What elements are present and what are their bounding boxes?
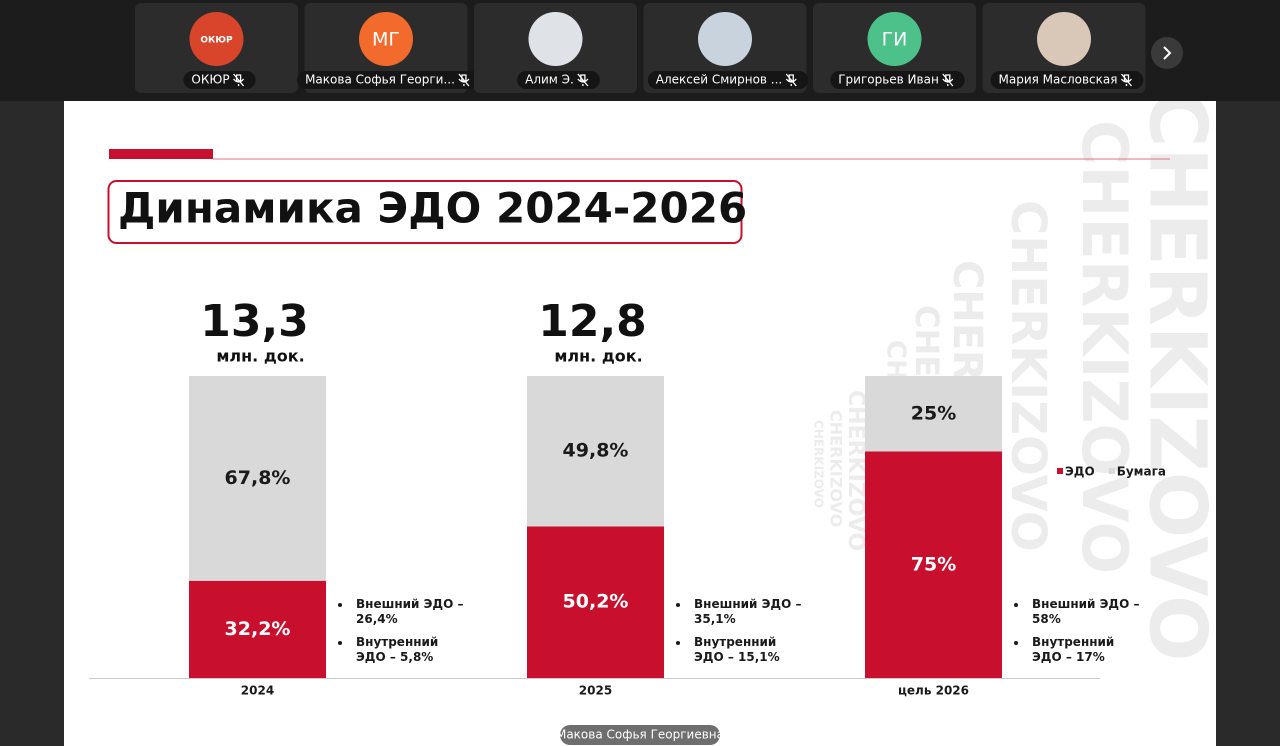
note-text: Внешний ЭДО – 58% — [1032, 597, 1140, 626]
legend-label: ЭДО — [1065, 465, 1095, 479]
legend-swatch — [1108, 468, 1115, 474]
name-pill — [990, 71, 1144, 89]
bar-segment — [865, 376, 1002, 452]
bar-segment — [527, 526, 664, 678]
avatar — [1037, 12, 1091, 66]
value-label: 75% — [911, 553, 956, 575]
watermark: CHERKIZOVO — [843, 390, 868, 551]
avatar — [359, 12, 413, 66]
watermark: CHERKIZOVO — [812, 420, 826, 508]
participant-name: Алексей Смирнов ... — [656, 73, 782, 87]
note: Внешний ЭДО – 35,1% — [694, 597, 802, 626]
legend-label: Бумага — [1117, 465, 1166, 479]
mic-muted-icon — [577, 73, 589, 87]
total-label: 12,8 — [538, 296, 647, 347]
note-bullet — [338, 603, 342, 607]
watermark: CHERKIZOVO — [827, 410, 846, 527]
participant-name: ОКЮР — [191, 73, 229, 87]
note: Внешний ЭДО – 58% — [1032, 597, 1140, 626]
value-label: 25% — [911, 402, 956, 424]
x-tick-label: 2024 — [241, 684, 274, 698]
watermark: CHERKIZOVO — [1132, 90, 1222, 661]
participant-tile[interactable]: Алим Э. — [474, 3, 637, 93]
participant-name: Мария Масловская — [999, 73, 1118, 87]
x-tick-label: цель 2026 — [898, 684, 969, 698]
note-text: Внутренний ЭДО – 17% — [1032, 635, 1115, 664]
presenter-name: Макова Софья Георгиевна — [556, 728, 724, 742]
bar-segment — [527, 376, 664, 527]
value-label: 49,8% — [563, 440, 629, 462]
value-label: 50,2% — [563, 591, 629, 613]
title-box — [107, 180, 743, 244]
note-text: Внутренний ЭДО – 5,8% — [356, 635, 439, 664]
presenter-label: Макова Софья Георгиевна — [556, 725, 724, 745]
value-label: 67,8% — [225, 467, 291, 489]
bar-segment — [865, 451, 1002, 678]
note-text: Внутренний ЭДО – 15,1% — [694, 635, 780, 664]
bar-segment — [189, 376, 326, 581]
participant-tile[interactable]: ОКЮР ОКЮР — [135, 3, 298, 93]
bar-segment — [189, 580, 326, 678]
note: Внутренний ЭДО – 5,8% — [356, 635, 439, 664]
mic-muted-icon — [942, 73, 954, 87]
participant-tile[interactable]: Алексей Смирнов ... — [643, 3, 809, 93]
participant-tile[interactable]: ГИ Григорьев Иван — [813, 3, 976, 93]
value-label: 32,2% — [225, 618, 291, 640]
name-pill — [830, 71, 965, 89]
participant-tile[interactable]: Мария Масловская — [982, 3, 1146, 93]
note-bullet — [1014, 603, 1018, 607]
x-tick-label: 2025 — [579, 684, 612, 698]
note: Внутренний ЭДО – 15,1% — [694, 635, 780, 664]
avatar — [867, 12, 922, 66]
avatar-initials: ГИ — [882, 29, 908, 51]
total-unit: млн. док. — [216, 347, 304, 366]
participant-name: Макова Софья Георги... — [305, 73, 455, 87]
total-label: 13,3 — [200, 296, 309, 347]
participant-name: Алим Э. — [525, 73, 574, 87]
note: Внутренний ЭДО – 17% — [1032, 635, 1115, 664]
note: Внешний ЭДО – 26,4% — [356, 597, 464, 626]
name-pill — [297, 71, 481, 89]
next-button[interactable] — [1151, 37, 1183, 69]
note-bullet — [676, 641, 680, 645]
name-pill — [647, 71, 809, 89]
avatar — [189, 12, 244, 66]
avatar-initials: МГ — [372, 29, 400, 51]
mic-muted-icon — [458, 73, 470, 87]
note-bullet — [338, 641, 342, 645]
note-text: Внешний ЭДО – 35,1% — [694, 597, 802, 626]
slide-accent — [109, 149, 213, 159]
note-bullet — [1014, 641, 1018, 645]
mic-muted-icon — [785, 73, 797, 87]
note-text: Внешний ЭДО – 26,4% — [356, 597, 464, 626]
avatar — [698, 12, 752, 66]
legend-swatch — [1057, 468, 1063, 474]
avatar-initials: ОКЮР — [200, 36, 233, 46]
total-unit: млн. док. — [554, 347, 642, 366]
watermark: CHERKIZOVO — [1068, 120, 1141, 574]
mic-muted-icon — [1120, 73, 1132, 87]
mic-muted-icon — [233, 73, 245, 87]
avatar — [528, 12, 583, 66]
slide-title: Динамика ЭДО 2024-2026 — [118, 184, 747, 233]
note-bullet — [676, 603, 680, 607]
participant-name: Григорьев Иван — [838, 73, 939, 87]
participant-tile[interactable]: МГ Макова Софья Георги... — [297, 3, 481, 93]
watermark: CHERKIZOVO — [1000, 200, 1056, 552]
